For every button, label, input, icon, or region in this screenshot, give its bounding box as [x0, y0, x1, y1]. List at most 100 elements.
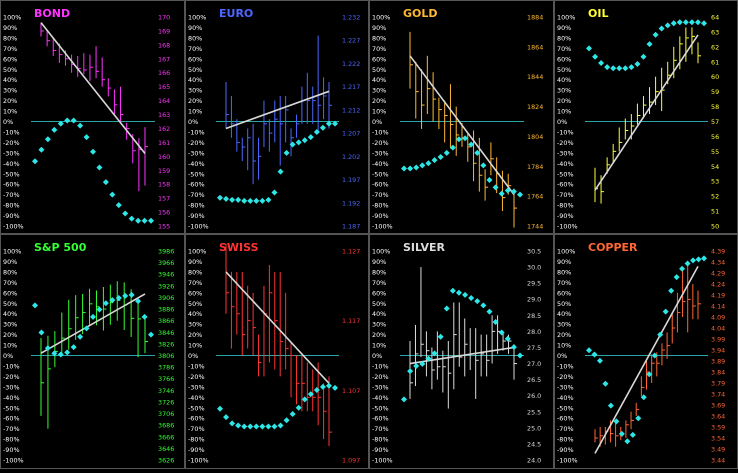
price-tick-label: 3746: [158, 387, 174, 395]
pct-tick-label: 50%: [372, 66, 386, 74]
pct-tick-label: -50%: [372, 170, 389, 178]
pct-tick-label: 90%: [188, 24, 202, 32]
oscillator-point: [77, 122, 84, 129]
pct-tick-label: -70%: [372, 191, 389, 199]
oscillator-point: [253, 197, 260, 204]
price-bar: [651, 354, 655, 383]
pct-tick-label: -50%: [557, 404, 574, 412]
price-bar: [263, 100, 267, 148]
price-bar: [83, 53, 87, 75]
pct-tick-label: 90%: [188, 258, 202, 266]
oscillator-point: [325, 120, 332, 127]
oscillator-point: [690, 257, 697, 264]
pct-tick-label: -60%: [372, 415, 389, 423]
pct-tick-label: 100%: [372, 14, 390, 22]
pct-tick-label: 0%: [3, 352, 13, 360]
price-bar: [323, 383, 327, 440]
panel-euro: 100% 90% 80% 70% 60% 50% 40% 30% 20% 10% 0% -10% -20…: [185, 0, 369, 234]
price-bar: [95, 46, 100, 79]
panel-border: [185, 0, 369, 234]
price-bar: [453, 302, 457, 390]
pct-tick-label: 60%: [188, 55, 202, 63]
oscillator-point: [241, 197, 248, 204]
price-bar: [635, 402, 640, 416]
price-tick-label: 3.89: [711, 358, 725, 366]
oscillator-point: [83, 134, 90, 141]
pct-tick-label: 10%: [557, 108, 571, 116]
price-tick-label: 30.0: [527, 264, 541, 272]
oscillator-point: [468, 295, 475, 302]
pct-tick-label: -40%: [3, 160, 20, 168]
oscillator-point: [148, 331, 154, 338]
pct-tick-label: -20%: [188, 373, 205, 381]
oscillator-point: [586, 347, 592, 354]
price-tick-label: 157: [158, 195, 170, 203]
oscillator-point: [32, 158, 38, 165]
pct-tick-label: -40%: [557, 394, 574, 402]
oscillator-point: [38, 329, 45, 336]
price-bar: [274, 100, 278, 143]
pct-tick-label: -80%: [557, 202, 574, 210]
pct-tick-label: -90%: [3, 212, 20, 220]
oscillator-point: [253, 423, 260, 430]
price-bar: [47, 335, 51, 429]
oscillator-point: [510, 188, 517, 195]
price-bar: [414, 324, 419, 387]
price-bar: [615, 422, 619, 447]
panel-title: GOLD: [403, 7, 438, 20]
oscillator-point: [640, 53, 647, 60]
price-bar: [426, 55, 431, 115]
price-bar: [252, 123, 257, 185]
pct-tick-label: 0%: [557, 118, 567, 126]
pct-tick-label: -100%: [372, 223, 393, 231]
price-bar: [120, 86, 124, 123]
price-bar: [317, 35, 322, 134]
oscillator-point: [504, 187, 511, 194]
oscillator-point: [604, 64, 611, 71]
price-bar: [679, 36, 683, 70]
price-bar: [144, 127, 148, 186]
pct-tick-label: -80%: [188, 202, 205, 210]
oscillator-point: [247, 423, 254, 430]
oscillator-point: [277, 422, 284, 429]
panel-copper: 100% 90% 80% 70% 60% 50% 40% 30% 20% 10% 0% -10% -20…: [554, 234, 738, 469]
pct-tick-label: 50%: [372, 300, 386, 308]
oscillator-point: [401, 396, 407, 403]
oscillator-point: [319, 383, 326, 390]
oscillator-point: [613, 418, 620, 425]
price-tick-label: 3806: [158, 352, 174, 360]
price-tick-label: 4.39: [711, 248, 725, 256]
price-tick-label: 3.44: [711, 457, 725, 465]
price-bar: [75, 295, 79, 340]
oscillator-point: [670, 20, 677, 27]
pct-tick-label: 10%: [372, 108, 386, 116]
pct-tick-label: -80%: [372, 436, 389, 444]
oscillator-point: [455, 136, 462, 143]
pct-tick-label: 30%: [188, 321, 202, 329]
oscillator-point: [217, 194, 223, 201]
panel-title: OIL: [588, 7, 608, 20]
panel-oil: 100% 90% 80% 70% 60% 50% 40% 30% 20% 10% 0% -10% -20…: [554, 0, 738, 234]
pct-tick-label: -70%: [188, 425, 205, 433]
price-tick-label: 1.207: [342, 130, 360, 138]
price-tick-label: 3826: [158, 340, 174, 348]
price-tick-label: 29.5: [527, 280, 541, 288]
oscillator-point: [229, 420, 236, 427]
pct-tick-label: -70%: [372, 425, 389, 433]
oscillator-point: [115, 295, 122, 302]
pct-tick-label: 70%: [188, 45, 202, 53]
price-bar: [513, 344, 517, 380]
price-bar: [697, 42, 701, 64]
pct-tick-label: -100%: [188, 457, 209, 465]
pct-tick-label: 0%: [372, 118, 382, 126]
pct-tick-label: -90%: [557, 446, 574, 454]
oscillator-point: [701, 255, 707, 262]
price-tick-label: 1864: [527, 43, 543, 51]
price-bar: [46, 30, 51, 47]
price-tick-label: 55: [711, 148, 719, 156]
pct-tick-label: 10%: [188, 108, 202, 116]
oscillator-point: [307, 134, 314, 141]
oscillator-point: [474, 298, 481, 305]
price-tick-label: 1.217: [342, 83, 360, 91]
price-bar: [425, 331, 430, 377]
